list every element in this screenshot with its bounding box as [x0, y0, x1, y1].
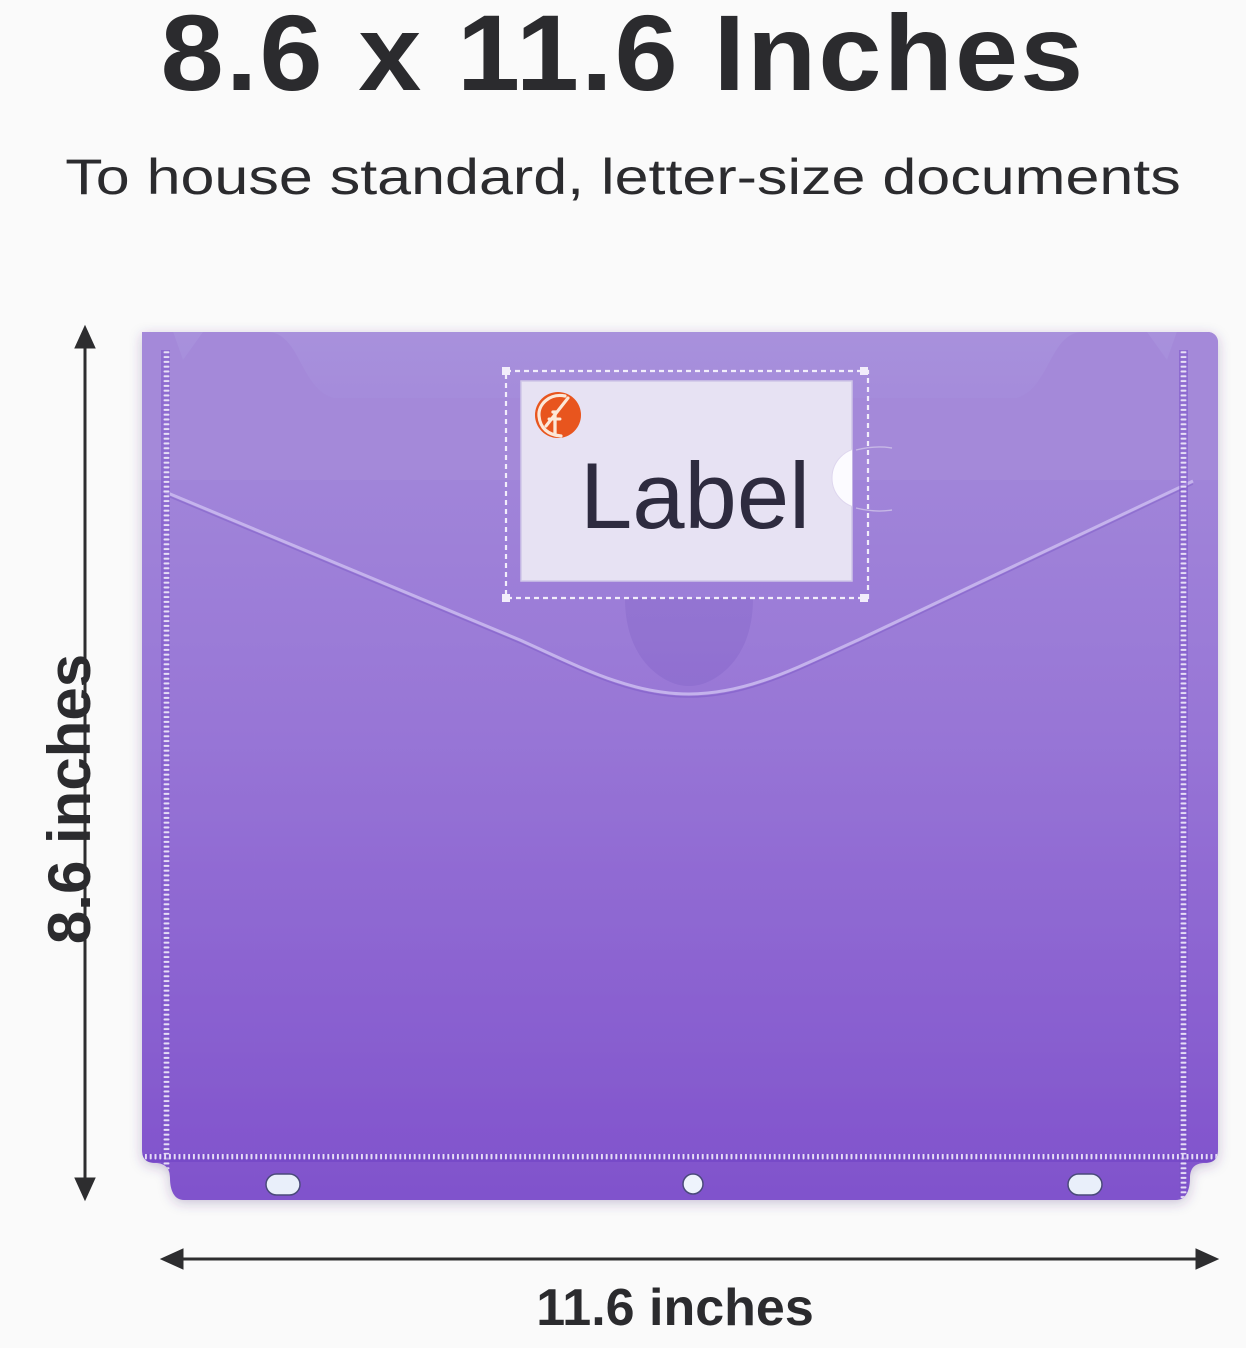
svg-text:Label: Label [580, 443, 810, 548]
